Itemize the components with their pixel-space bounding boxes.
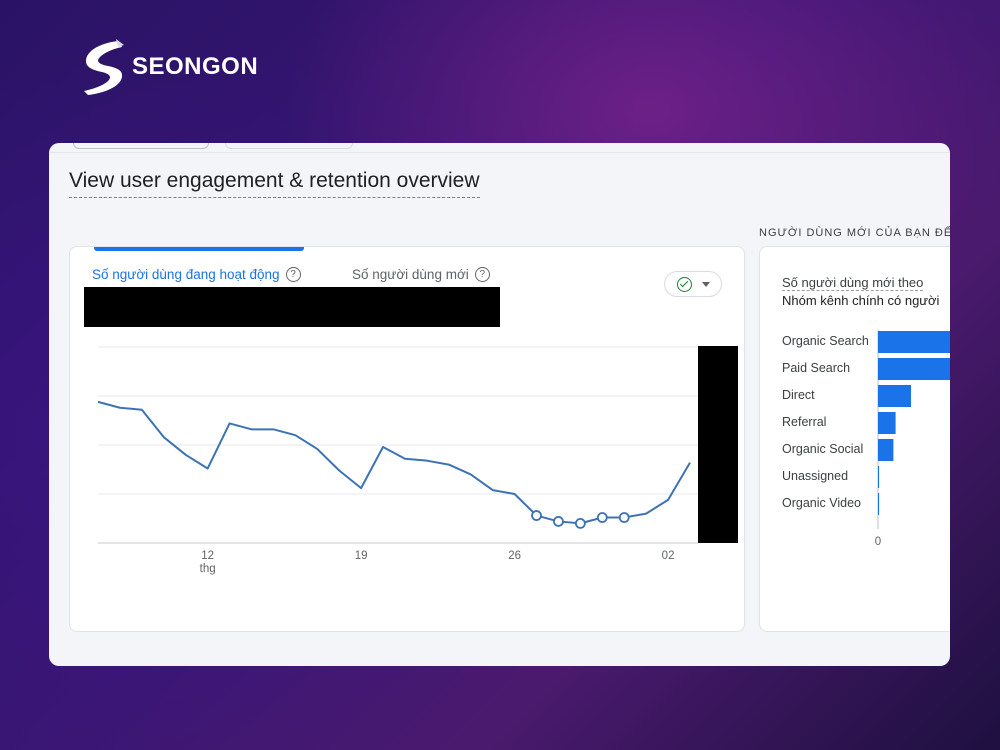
redacted-axis-block	[698, 346, 738, 543]
brand-logo: SEONGON	[78, 36, 258, 98]
compare-dropdown[interactable]	[664, 271, 722, 297]
top-tab-2[interactable]	[225, 143, 353, 149]
x-tick-label: 26	[508, 550, 521, 562]
bar-category-label: Paid Search	[782, 361, 851, 375]
data-point[interactable]	[574, 517, 586, 529]
bar-chart: 0	[875, 330, 950, 548]
series-line	[97, 400, 691, 525]
bar-category-label: Organic Social	[782, 442, 864, 456]
help-icon[interactable]: ?	[285, 267, 301, 282]
bar[interactable]	[878, 466, 880, 488]
x-tick-label: 12	[201, 550, 214, 562]
x-tick-sublabel: thg	[200, 563, 216, 575]
bar[interactable]	[878, 358, 950, 380]
x-tick-label: 19	[355, 550, 368, 562]
tab-new-users[interactable]: Số người dùng mới ?	[352, 267, 490, 282]
x-tick-label: 02	[662, 550, 675, 562]
bar-category-label: Organic Search	[782, 334, 869, 348]
bar-chart-title-line2: Nhóm kênh chính có người	[782, 293, 940, 308]
bar[interactable]	[878, 493, 880, 515]
seongon-s-icon	[84, 39, 124, 95]
tab-new-users-label: Số người dùng mới	[352, 267, 469, 282]
line-chart: 12 19 26 02 thg	[97, 346, 698, 575]
bar-chart-title: Số người dùng mới theo Nhóm kênh chính c…	[782, 274, 939, 310]
analytics-card: View user engagement & retention overvie…	[49, 143, 950, 666]
right-section-header: NGƯỜI DÙNG MỚI CỦA BẠN ĐẾN	[759, 227, 950, 239]
bar-chart-title-line1: Số người dùng mới theo	[782, 275, 924, 291]
bar-category-label: Unassigned	[782, 469, 849, 483]
brand-name: SEONGON	[132, 53, 259, 80]
data-point[interactable]	[531, 510, 542, 521]
data-point[interactable]	[596, 512, 608, 523]
bar[interactable]	[878, 439, 894, 461]
page-title: View user engagement & retention overvie…	[69, 169, 480, 198]
bar-category-label: Organic Video	[782, 496, 861, 510]
tab-active-users-label: Số người dùng đang hoạt động	[92, 267, 280, 282]
bar-zero-tick: 0	[875, 536, 881, 548]
top-divider	[49, 152, 950, 153]
redacted-value-block	[84, 287, 500, 327]
bar-category-label: Direct	[782, 388, 815, 402]
chevron-down-icon	[701, 281, 710, 287]
engagement-chart-panel: Số người dùng đang hoạt động ? Số người …	[69, 246, 745, 632]
bar-category-label: Referral	[782, 415, 827, 429]
bar[interactable]	[878, 412, 896, 434]
help-icon[interactable]: ?	[474, 267, 490, 282]
tab-active-users[interactable]: Số người dùng đang hoạt động ?	[92, 267, 301, 282]
data-point[interactable]	[618, 512, 630, 523]
bar[interactable]	[878, 385, 911, 407]
active-tab-indicator	[94, 247, 304, 251]
data-point[interactable]	[553, 516, 564, 527]
top-tab-1[interactable]	[73, 143, 209, 149]
bar[interactable]	[878, 331, 950, 353]
check-circle-icon	[676, 276, 692, 292]
new-users-channel-panel: Số người dùng mới theo Nhóm kênh chính c…	[759, 246, 950, 632]
